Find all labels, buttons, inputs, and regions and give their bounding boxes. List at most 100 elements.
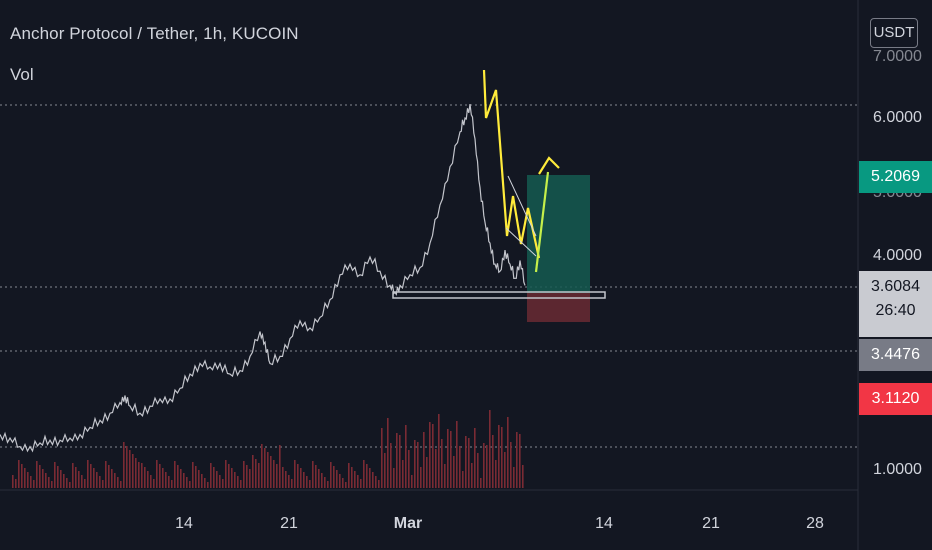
volume-bar — [426, 457, 428, 488]
volume-bar — [492, 435, 494, 488]
volume-bar — [513, 467, 515, 488]
volume-bar — [414, 440, 416, 488]
volume-bar — [462, 471, 464, 488]
volume-bar — [69, 482, 71, 488]
volume-bar — [402, 460, 404, 488]
volume-bar — [90, 464, 92, 488]
volume-bar — [255, 459, 257, 488]
support-box[interactable] — [392, 291, 606, 299]
volume-bar — [192, 462, 194, 488]
volume-bar — [180, 469, 182, 488]
y-axis-tick-top: 7.0000 — [873, 48, 922, 65]
volume-bar — [27, 472, 29, 488]
volume-bar — [435, 449, 437, 488]
volume-bar — [372, 472, 374, 488]
volume-bar — [285, 471, 287, 488]
volume-bar — [222, 479, 224, 488]
volume-bar — [51, 481, 53, 488]
volume-bar — [36, 461, 38, 488]
volume-bar — [330, 462, 332, 488]
volume-bar — [417, 442, 419, 488]
current-price-value: 3.6084 — [871, 278, 920, 295]
volume-bar — [327, 481, 329, 488]
projection-arrow-line[interactable] — [534, 171, 550, 273]
volume-bar — [471, 463, 473, 488]
volume-bar — [186, 477, 188, 488]
currency-button[interactable]: USDT — [870, 18, 918, 48]
y-axis-tick-6: 6.0000 — [873, 109, 922, 126]
volume-bar — [453, 456, 455, 488]
volume-bar — [198, 470, 200, 488]
volume-bar — [381, 428, 383, 488]
volume-bar — [480, 478, 482, 488]
volume-bar — [456, 421, 458, 488]
volume-bar — [252, 455, 254, 488]
current-price-tag: 3.6084 26:40 — [859, 271, 932, 337]
volume-bar — [345, 482, 347, 488]
volume-bar — [423, 432, 425, 488]
volume-bar — [129, 450, 131, 488]
volume-bar — [447, 429, 449, 488]
volume-bar — [204, 478, 206, 488]
volume-bar — [336, 470, 338, 488]
volume-bar — [405, 425, 407, 488]
volume-indicator-label[interactable]: Vol — [10, 65, 34, 84]
volume-bar — [63, 474, 65, 488]
volume-bar — [123, 442, 125, 488]
volume-bar — [387, 418, 389, 488]
volume-bar — [273, 460, 275, 488]
volume-bar — [312, 461, 314, 488]
volume-bar — [108, 465, 110, 488]
volume-bar — [369, 468, 371, 488]
volume-bar — [93, 468, 95, 488]
volume-bar — [84, 479, 86, 488]
volume-bars — [12, 410, 524, 488]
volume-bar — [54, 462, 56, 488]
volume-bar — [507, 417, 509, 488]
trend-line-lower[interactable] — [505, 227, 537, 257]
volume-bar — [375, 476, 377, 488]
volume-bar — [183, 473, 185, 488]
volume-bar — [219, 475, 221, 488]
volume-bar — [333, 466, 335, 488]
volume-bar — [177, 465, 179, 488]
volume-bar — [384, 453, 386, 488]
volume-bar — [411, 475, 413, 488]
volume-bar — [441, 439, 443, 488]
volume-bar — [294, 460, 296, 488]
volume-bar — [141, 463, 143, 488]
volume-bar — [519, 434, 521, 488]
volume-bar — [510, 442, 512, 488]
volume-bar — [303, 472, 305, 488]
volume-bar — [240, 480, 242, 488]
volume-bar — [189, 481, 191, 488]
volume-bar — [12, 475, 14, 488]
volume-bar — [231, 468, 233, 488]
volume-bar — [504, 452, 506, 488]
volume-bar — [132, 454, 134, 488]
volume-bar — [366, 464, 368, 488]
volume-bar — [258, 463, 260, 488]
volume-bar — [489, 410, 491, 488]
volume-bar — [168, 476, 170, 488]
volume-bar — [150, 475, 152, 488]
volume-bar — [288, 475, 290, 488]
yellow-zigzag-drawing[interactable] — [482, 69, 541, 259]
price-line — [0, 104, 526, 453]
y-axis-tick-4: 4.0000 — [873, 247, 922, 264]
x-axis-tick-label: 28 — [806, 515, 824, 532]
volume-bar — [444, 464, 446, 488]
volume-bar — [48, 477, 50, 488]
volume-bar — [102, 480, 104, 488]
trend-line-upper[interactable] — [507, 175, 537, 237]
volume-bar — [81, 475, 83, 488]
volume-bar — [225, 460, 227, 488]
profit-zone[interactable] — [527, 175, 590, 293]
volume-bar — [66, 478, 68, 488]
volume-bar — [357, 475, 359, 488]
volume-bar — [246, 465, 248, 488]
projection-arrow-head[interactable] — [538, 156, 560, 175]
volume-bar — [18, 460, 20, 488]
volume-bar — [297, 464, 299, 488]
